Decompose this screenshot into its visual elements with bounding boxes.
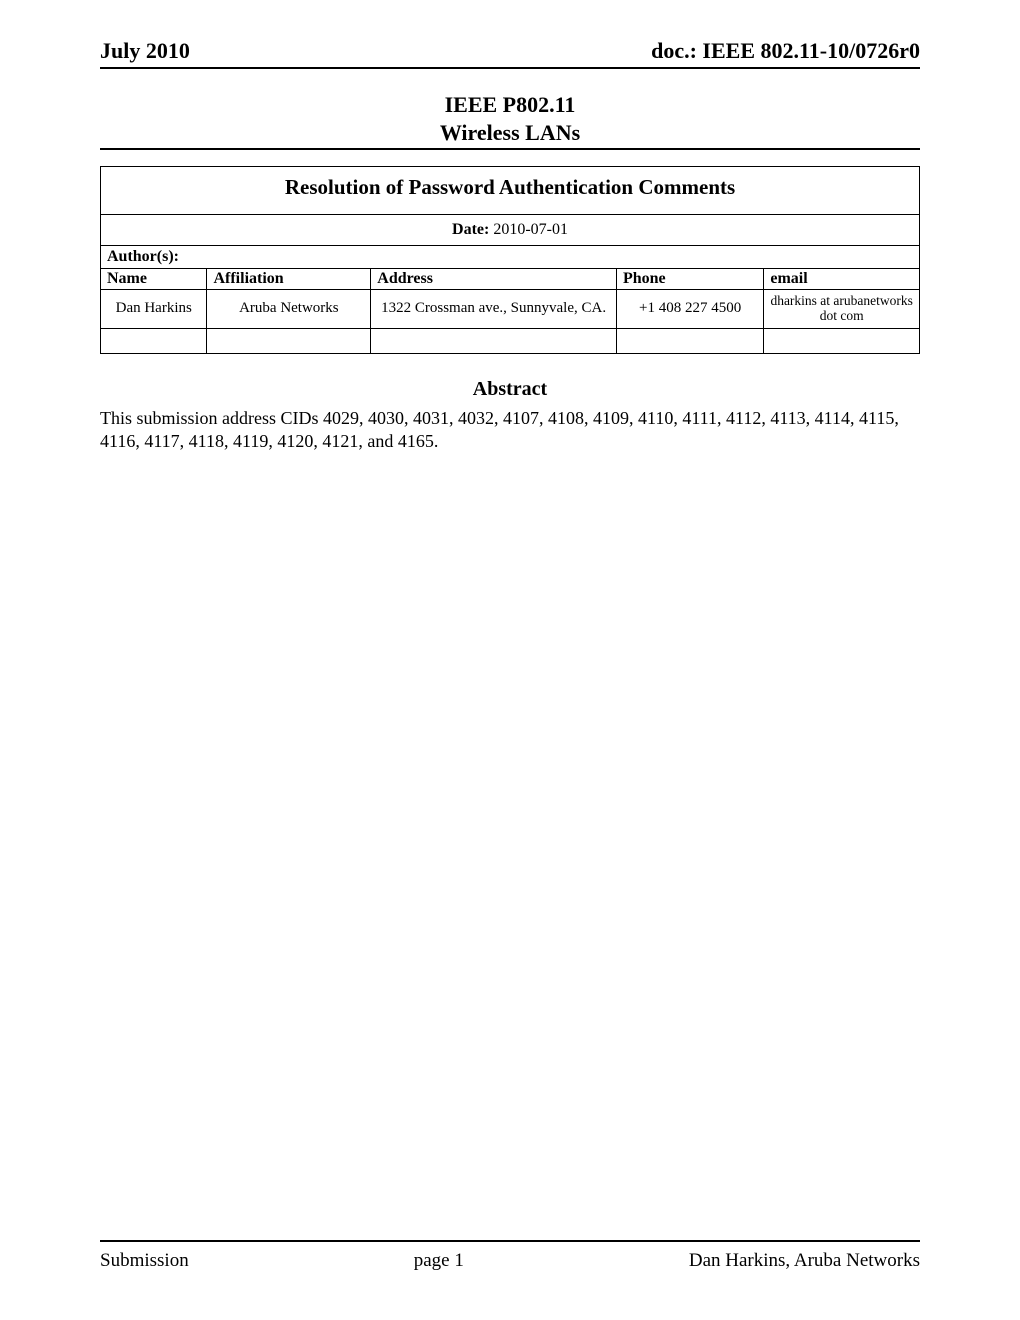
header-doc-id: doc.: IEEE 802.11-10/0726r0 [651, 38, 920, 64]
document-title: Resolution of Password Authentication Co… [101, 167, 920, 215]
col-phone: Phone [616, 269, 763, 290]
author-phone: +1 408 227 4500 [616, 290, 763, 329]
date-cell: Date: 2010-07-01 [101, 215, 920, 246]
page-footer: Submission page 1 Dan Harkins, Aruba Net… [100, 1240, 920, 1272]
header-date: July 2010 [100, 38, 190, 64]
authors-label: Author(s): [101, 246, 920, 269]
page-header: July 2010 doc.: IEEE 802.11-10/0726r0 [100, 38, 920, 69]
col-name: Name [101, 269, 207, 290]
abstract-text: This submission address CIDs 4029, 4030,… [100, 407, 920, 454]
author-address: 1322 Crossman ave., Sunnyvale, CA. [371, 290, 617, 329]
col-address: Address [371, 269, 617, 290]
author-email: dharkins at arubanetworks dot com [764, 290, 920, 329]
table-row: Dan Harkins Aruba Networks 1322 Crossman… [101, 290, 920, 329]
col-affiliation: Affiliation [207, 269, 371, 290]
info-table: Resolution of Password Authentication Co… [100, 166, 920, 354]
footer-center: page 1 [414, 1250, 464, 1272]
author-affiliation: Aruba Networks [207, 290, 371, 329]
abstract-heading: Abstract [100, 378, 920, 401]
title-line2: Wireless LANs [100, 119, 920, 147]
footer-right: Dan Harkins, Aruba Networks [689, 1250, 920, 1272]
col-email: email [764, 269, 920, 290]
table-header-row: Name Affiliation Address Phone email [101, 269, 920, 290]
footer-left: Submission [100, 1250, 189, 1272]
date-label: Date: [452, 221, 489, 238]
title-block: IEEE P802.11 Wireless LANs [100, 91, 920, 150]
title-line1: IEEE P802.11 [100, 91, 920, 119]
author-name: Dan Harkins [101, 290, 207, 329]
table-row-empty [101, 328, 920, 353]
date-value: 2010-07-01 [489, 221, 568, 238]
